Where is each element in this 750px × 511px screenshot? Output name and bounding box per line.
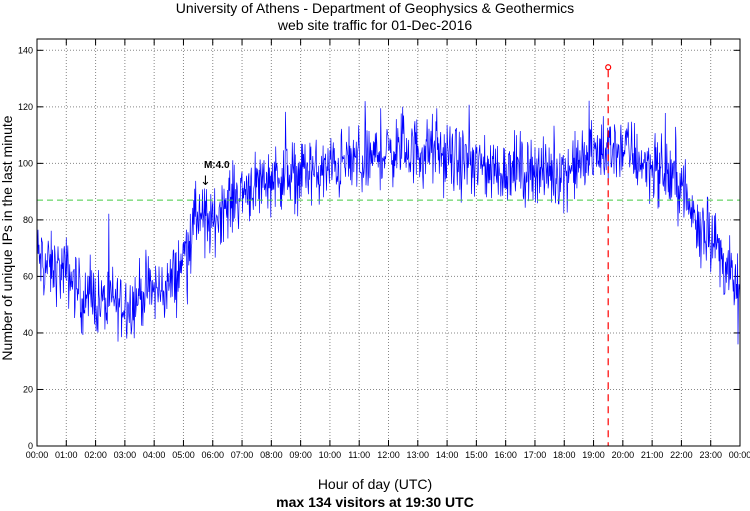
- x-tick-label: 18:00: [553, 450, 576, 460]
- x-tick-label: 13:00: [407, 450, 430, 460]
- x-tick-label: 06:00: [201, 450, 224, 460]
- x-tick-label: 07:00: [231, 450, 254, 460]
- x-tick-label: 22:00: [670, 450, 693, 460]
- y-tick-label: 60: [23, 271, 33, 281]
- x-tick-label: 16:00: [494, 450, 517, 460]
- annotation-arrow-icon: ↓: [200, 174, 211, 189]
- max-summary: max 134 visitors at 19:30 UTC: [276, 494, 474, 510]
- x-tick-label: 03:00: [114, 450, 137, 460]
- chart-subtitle: web site traffic for 01-Dec-2016: [277, 17, 473, 33]
- x-tick-label: 01:00: [55, 450, 78, 460]
- x-tick-label: 02:00: [84, 450, 107, 460]
- max-marker-point: [605, 64, 612, 71]
- chart-title: University of Athens - Department of Geo…: [175, 0, 575, 16]
- x-tick-label: 14:00: [436, 450, 459, 460]
- x-tick-label: 00:00: [729, 450, 750, 460]
- traffic-series-line: [36, 100, 741, 345]
- y-tick-label: 100: [18, 158, 33, 168]
- x-tick-label: 23:00: [699, 450, 722, 460]
- x-tick-label: 20:00: [612, 450, 635, 460]
- x-tick-label: 19:00: [582, 450, 605, 460]
- x-tick-label: 08:00: [260, 450, 283, 460]
- y-tick-label: 80: [23, 215, 33, 225]
- x-tick-label: 00:00: [26, 450, 49, 460]
- x-tick-label: 10:00: [319, 450, 342, 460]
- plot-frame: [36, 38, 741, 447]
- annotation-label: M:4.0: [204, 160, 230, 171]
- x-tick-label: 09:00: [289, 450, 312, 460]
- x-tick-label: 21:00: [641, 450, 664, 460]
- y-tick-label: 0: [28, 441, 33, 451]
- x-tick-label: 04:00: [143, 450, 166, 460]
- x-tick-label: 11:00: [348, 450, 370, 460]
- x-tick-label: 12:00: [377, 450, 400, 460]
- x-axis-label: Hour of day (UTC): [317, 476, 433, 492]
- x-tick-label: 05:00: [172, 450, 195, 460]
- y-tick-label: 120: [18, 102, 33, 112]
- y-tick-label: 40: [23, 328, 33, 338]
- y-tick-label: 20: [23, 384, 33, 394]
- y-tick-label: 140: [18, 45, 33, 55]
- x-tick-label: 15:00: [465, 450, 488, 460]
- x-tick-label: 17:00: [524, 450, 547, 460]
